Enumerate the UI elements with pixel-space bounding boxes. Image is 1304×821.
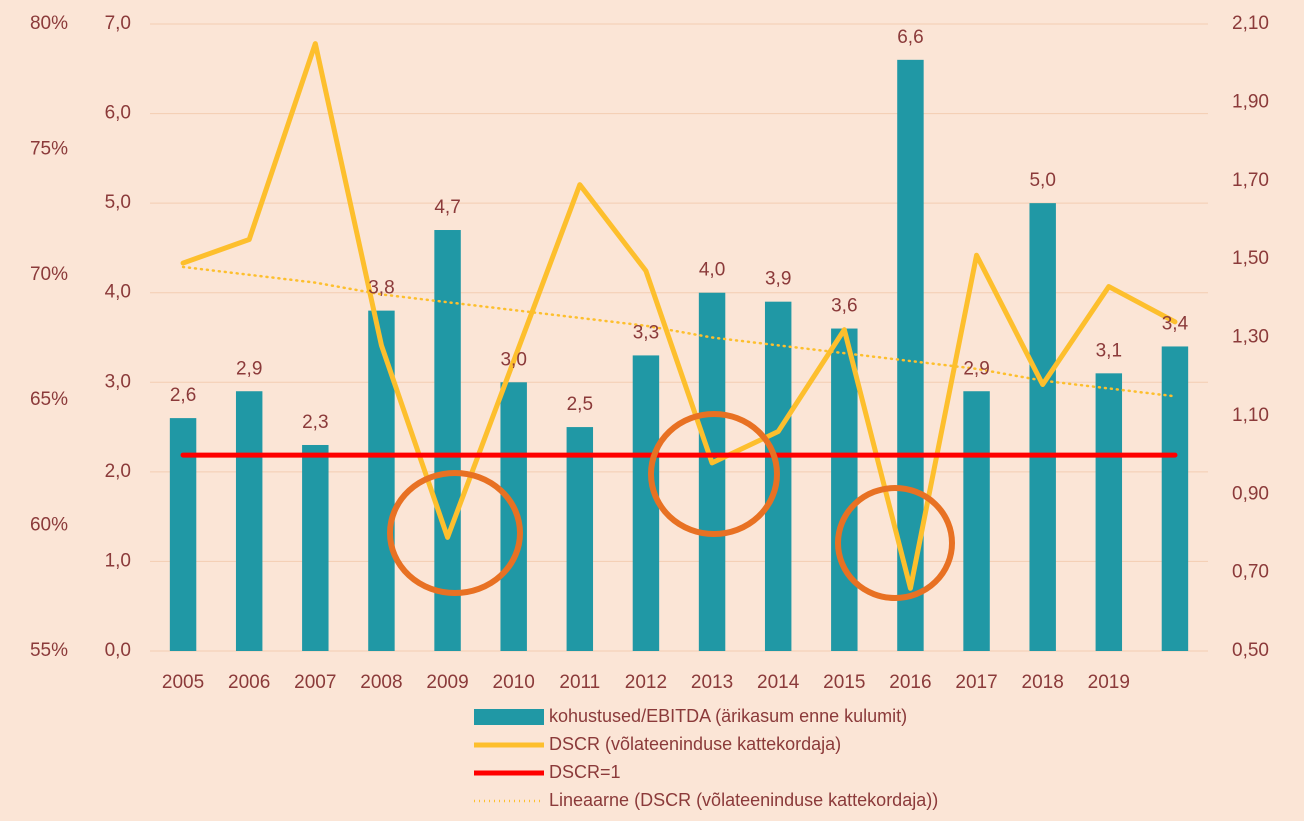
y3-tick-label: 60% bbox=[30, 515, 68, 536]
y2-tick-label: 1,50 bbox=[1232, 248, 1269, 269]
y-tick-label: 0,0 bbox=[105, 640, 131, 661]
x-tick-label: 2013 bbox=[691, 672, 733, 693]
data-label: 2,6 bbox=[170, 385, 196, 406]
legend-swatch bbox=[474, 709, 544, 725]
bar bbox=[235, 391, 263, 651]
series-line bbox=[180, 41, 1178, 591]
bar bbox=[831, 328, 858, 651]
bar bbox=[434, 230, 461, 651]
y3-tick-label: 75% bbox=[30, 138, 68, 159]
lines bbox=[180, 41, 1178, 591]
x-tick-label: 2019 bbox=[1088, 672, 1130, 693]
data-label: 3,8 bbox=[368, 278, 394, 299]
series-line bbox=[181, 265, 1177, 398]
data-label: 3,0 bbox=[500, 349, 526, 370]
legend-label: Lineaarne (DSCR (võlateeninduse kattekor… bbox=[549, 790, 938, 810]
y-tick-label: 2,0 bbox=[105, 461, 131, 482]
y2-tick-label: 1,10 bbox=[1232, 405, 1269, 426]
x-tick-label: 2010 bbox=[493, 672, 535, 693]
data-label: 3,1 bbox=[1096, 340, 1122, 361]
x-tick-label: 2006 bbox=[228, 672, 270, 693]
y-tick-label: 6,0 bbox=[105, 103, 131, 124]
y3-tick-label: 70% bbox=[30, 264, 68, 285]
data-label: 4,0 bbox=[699, 260, 725, 281]
y2-tick-label: 0,70 bbox=[1232, 562, 1269, 583]
y-tick-label: 3,0 bbox=[105, 371, 131, 392]
y2-tick-label: 0,90 bbox=[1232, 483, 1269, 504]
bar bbox=[1095, 373, 1123, 651]
y2-tick-label: 2,10 bbox=[1232, 13, 1269, 34]
y3-tick-label: 55% bbox=[30, 640, 68, 661]
y-tick-label: 4,0 bbox=[105, 282, 131, 303]
annotations bbox=[387, 411, 955, 601]
highlight-circle bbox=[835, 485, 955, 601]
highlight-circle bbox=[648, 411, 780, 537]
bar bbox=[368, 310, 395, 651]
y-tick-label: 5,0 bbox=[105, 192, 131, 213]
x-tick-label: 2008 bbox=[360, 672, 402, 693]
y3-tick-label: 65% bbox=[30, 389, 68, 410]
y2-tick-label: 1,70 bbox=[1232, 170, 1269, 191]
x-tick-label: 2012 bbox=[625, 672, 667, 693]
bar bbox=[1161, 346, 1189, 651]
y-tick-label: 7,0 bbox=[105, 13, 131, 34]
data-label: 2,9 bbox=[236, 358, 262, 379]
legend-label: DSCR (võlateeninduse kattekordaja) bbox=[549, 734, 841, 754]
x-tick-label: 2007 bbox=[294, 672, 336, 693]
x-tick-label: 2016 bbox=[889, 672, 931, 693]
x-tick-label: 2009 bbox=[426, 672, 468, 693]
highlight-circle bbox=[387, 470, 523, 596]
y-tick-label: 1,0 bbox=[105, 550, 131, 571]
bar bbox=[897, 59, 924, 652]
data-label: 5,0 bbox=[1029, 170, 1055, 191]
data-label: 3,6 bbox=[831, 296, 857, 317]
y2-tick-label: 1,30 bbox=[1232, 327, 1269, 348]
data-label: 6,6 bbox=[897, 27, 923, 48]
bar bbox=[632, 355, 660, 651]
data-label: 2,5 bbox=[567, 394, 593, 415]
x-tick-label: 2011 bbox=[559, 672, 600, 693]
y3-tick-label: 80% bbox=[30, 13, 68, 34]
bar bbox=[500, 382, 527, 651]
data-label: 3,9 bbox=[765, 269, 791, 290]
bar bbox=[963, 391, 990, 651]
x-tick-label: 2014 bbox=[757, 672, 800, 693]
x-tick-label: 2015 bbox=[823, 672, 865, 693]
labels: 0,0 1,0 2,0 3,0 4,0 5,0 6,0 7,0 0,50 0,70 0,90 1,10… bbox=[30, 13, 1269, 810]
legend-label: kohustused/EBITDA (ärikasum enne kulumit… bbox=[549, 706, 907, 726]
x-tick-label: 2017 bbox=[955, 672, 997, 693]
bar bbox=[698, 292, 726, 651]
y2-tick-label: 1,90 bbox=[1232, 91, 1269, 112]
bar bbox=[1029, 203, 1056, 651]
data-label: 2,9 bbox=[963, 358, 989, 379]
data-label: 2,3 bbox=[302, 412, 328, 433]
x-tick-label: 2005 bbox=[162, 672, 204, 693]
x-tick-label: 2018 bbox=[1022, 672, 1064, 693]
bar bbox=[566, 427, 594, 651]
y2-tick-label: 0,50 bbox=[1232, 640, 1269, 661]
legend-label: DSCR=1 bbox=[549, 762, 621, 782]
data-label: 3,3 bbox=[633, 322, 659, 343]
data-label: 4,7 bbox=[434, 197, 460, 218]
data-label: 3,4 bbox=[1162, 313, 1189, 334]
bar bbox=[302, 444, 329, 651]
